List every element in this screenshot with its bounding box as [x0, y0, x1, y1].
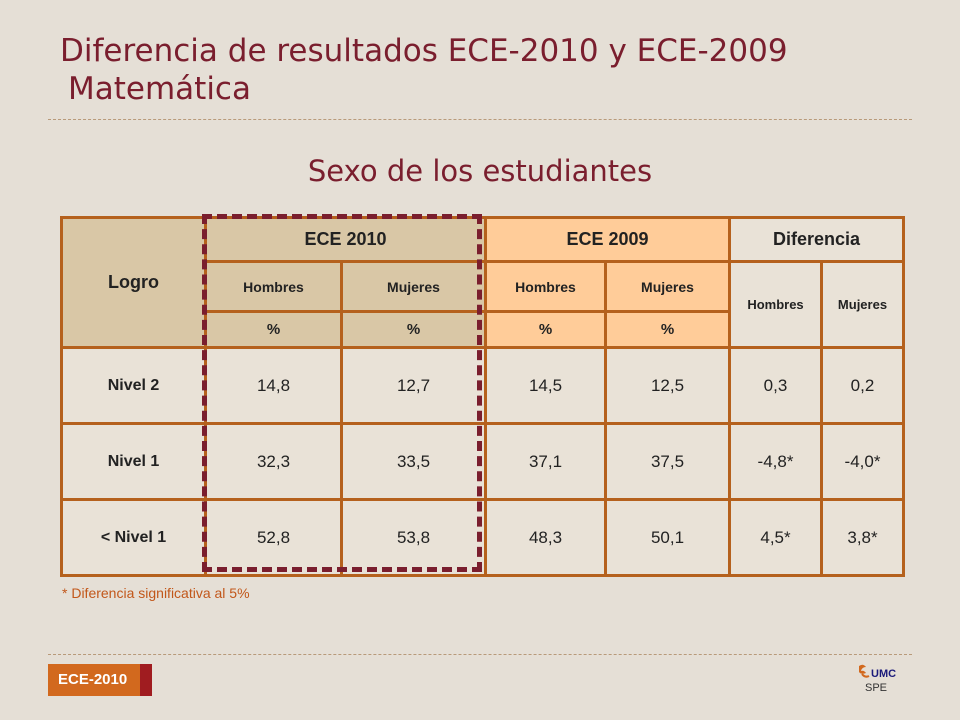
subheader-2010-mujeres: Mujeres — [340, 260, 487, 313]
title-line-2: Matemática — [68, 71, 251, 107]
umc-logo: UMC SPE — [856, 662, 896, 704]
table-cell: 37,5 — [604, 422, 731, 501]
row-label: Nivel 2 — [60, 346, 207, 425]
slide-subtitle: Sexo de los estudiantes — [307, 154, 653, 188]
unit-2010-mujeres: % — [340, 310, 487, 349]
umc-logo-icon: UMC — [859, 664, 896, 680]
row-label: < Nivel 1 — [60, 498, 207, 577]
logo-subtext: SPE — [864, 682, 887, 694]
unit-2009-hombres: % — [484, 310, 607, 349]
header-diferencia: Diferencia — [728, 216, 905, 263]
table-row: Nivel 1 32,3 33,5 37,1 37,5 -4,8* -4,0* — [60, 422, 905, 501]
table-row: Nivel 2 14,8 12,7 14,5 12,5 0,3 0,2 — [60, 346, 905, 425]
header-ece-2010: ECE 2010 — [204, 216, 487, 263]
header-logro: Logro — [60, 216, 207, 349]
footer-tag: ECE-2010 — [48, 664, 152, 696]
table-cell: 14,8 — [204, 346, 343, 425]
subheader-2009-mujeres: Mujeres — [604, 260, 731, 313]
table-cell: 12,5 — [604, 346, 731, 425]
table-cell: 12,7 — [340, 346, 487, 425]
subheader-2010-hombres: Hombres — [204, 260, 343, 313]
table-cell: 53,8 — [340, 498, 487, 577]
table-cell: -4,8* — [728, 422, 823, 501]
footnote: * Diferencia significativa al 5% — [62, 585, 250, 601]
table-cell: 48,3 — [484, 498, 607, 577]
table-cell: 33,5 — [340, 422, 487, 501]
table-row: < Nivel 1 52,8 53,8 48,3 50,1 4,5* 3,8* — [60, 498, 905, 577]
table-cell: 50,1 — [604, 498, 731, 577]
slide-title: Diferencia de resultados ECE-2010 y ECE-… — [60, 32, 920, 108]
table-cell: 52,8 — [204, 498, 343, 577]
footer-divider — [48, 654, 912, 655]
logo-text: UMC — [871, 668, 896, 680]
header-ece-2009: ECE 2009 — [484, 216, 731, 263]
table-cell: 14,5 — [484, 346, 607, 425]
table-cell: 3,8* — [820, 498, 905, 577]
subheader-2009-hombres: Hombres — [484, 260, 607, 313]
unit-2009-mujeres: % — [604, 310, 731, 349]
title-divider — [48, 119, 912, 120]
title-line-1: Diferencia de resultados ECE-2010 y ECE-… — [60, 33, 788, 69]
subheader-dif-mujeres: Mujeres — [820, 260, 905, 349]
table-cell: 32,3 — [204, 422, 343, 501]
row-label: Nivel 1 — [60, 422, 207, 501]
table-cell: 0,3 — [728, 346, 823, 425]
table-cell: 0,2 — [820, 346, 905, 425]
table-cell: 4,5* — [728, 498, 823, 577]
subheader-dif-hombres: Hombres — [728, 260, 823, 349]
unit-2010-hombres: % — [204, 310, 343, 349]
table-cell: -4,0* — [820, 422, 905, 501]
table-cell: 37,1 — [484, 422, 607, 501]
results-table: Logro ECE 2010 ECE 2009 Diferencia Hombr… — [60, 216, 905, 577]
